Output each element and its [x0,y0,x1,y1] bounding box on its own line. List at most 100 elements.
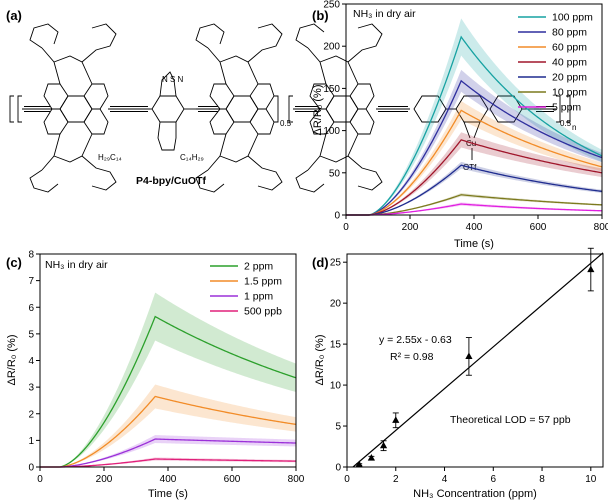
d-x-tick-label: 2 [393,474,399,485]
d-y-ticks: 0 5 10 15 20 25 [330,258,347,474]
c-x-tick-label: 200 [96,474,113,485]
d-data-points [355,247,595,468]
b-legend-label-1: 80 ppm [552,27,587,39]
c-y-tick-label: 1 [28,436,34,447]
subscript-0-5-second: 0.5 [560,119,572,128]
b-x-axis-title: Time (s) [454,238,494,250]
d-linear-fit [352,252,604,468]
molecule-name: P4-bpy/CuOTf [136,175,207,187]
c-y-axis-title: ΔR/R₀ (%) [6,334,18,385]
b-x-ticks: 0 200 400 600 800 [343,215,608,233]
c-y-tick-label: 5 [28,329,34,340]
c-series-line-0 [40,315,297,468]
c-annotation: NH₃ in dry air [45,259,108,271]
panel-a-molecule: (a) [6,8,576,193]
d-data-point-5 [587,265,595,273]
c-series-line-2 [40,438,297,468]
d-r-squared: R² = 0.98 [390,351,434,363]
subscript-0-5-first: 0.5 [280,119,292,128]
c-y-tick-label: 8 [28,250,34,261]
d-y-tick-label: 25 [330,258,342,269]
b-y-tick-label: 100 [323,126,340,137]
bracket-left-inner [17,95,22,123]
b-series-line-3 [346,139,603,216]
d-x-tick-label: 8 [539,474,545,485]
panel-label-a: (a) [6,8,22,23]
b-y-tick-label: 200 [323,42,340,53]
c-y-ticks: 0 1 2 3 4 5 6 7 8 [28,250,40,474]
b-annotation: NH₃ in dry air [353,8,416,20]
b-series-line-6 [346,203,603,216]
d-fit-line [352,252,604,468]
panel-c-chart: (c) 0 200 400 600 800 0 1 2 3 4 5 6 7 8 Time (s) ΔR/… [6,250,305,501]
b-legend-label-4: 20 ppm [552,72,587,84]
c-x-tick-label: 0 [37,474,43,485]
b-series-line-4 [346,164,603,216]
c-x-tick-label: 600 [224,474,241,485]
c-x-axis-title: Time (s) [148,488,188,500]
b-y-ticks: 0 50 100 150 200 250 [323,0,346,222]
c-x-tick-label: 800 [288,474,305,485]
d-data-point-3 [392,416,400,423]
d-x-ticks: 0 2 4 6 8 10 [344,467,597,485]
subscript-n: n [572,123,576,132]
c-legend: 2 ppm 1.5 ppm 1 ppm 500 ppb [210,261,282,318]
c-x-ticks: 0 200 400 600 800 [37,467,305,485]
d-plot-frame [346,253,604,468]
b-x-tick-label: 600 [530,222,547,233]
d-y-tick-label: 5 [335,422,341,433]
c-legend-label-2: 1 ppm [244,291,273,303]
d-y-tick-label: 10 [330,381,342,392]
b-series-line-0 [346,35,603,216]
b-legend-label-5: 10 ppm [552,87,587,99]
d-x-axis-title: NH₃ Concentration (ppm) [413,488,537,500]
d-lod-annotation: Theoretical LOD = 57 ppb [450,414,571,426]
b-legend-label-0: 100 ppm [552,12,593,24]
b-series-lines [346,35,603,216]
c-legend-label-1: 1.5 ppm [244,276,282,288]
c-y-tick-label: 6 [28,303,34,314]
b-legend: 100 ppm 80 ppm 60 ppm 40 ppm 20 ppm 10 ppm 5 p… [518,12,593,114]
b-y-tick-label: 150 [323,84,340,95]
bracket-right-inner [556,95,561,123]
c-x-tick-label: 400 [160,474,177,485]
b-x-tick-label: 400 [466,222,483,233]
b-legend-label-6: 5 ppm [552,102,581,114]
b-y-tick-label: 0 [334,211,340,222]
c-y-tick-label: 0 [28,463,34,474]
c-legend-label-0: 2 ppm [244,261,273,273]
alkyl-chain-left-label: H₂₉C₁₄ [98,153,122,162]
d-x-tick-label: 0 [344,474,350,485]
bracket-right-outer [566,95,571,123]
bracket-mid-close [274,95,279,123]
b-series-line-1 [346,79,603,216]
c-series-lines [40,315,297,468]
panel-b-chart: (b) 0 200 400 600 800 0 50 100 150 200 250 Time (… [312,0,608,250]
b-legend-label-3: 40 ppm [552,57,587,69]
panel-d-chart: (d) 0 2 4 6 8 10 0 5 10 15 20 25 NH₃ Concentration… [312,247,604,500]
d-x-tick-label: 4 [442,474,448,485]
b-x-tick-label: 800 [594,222,608,233]
c-y-tick-label: 2 [28,409,34,420]
bracket-mid-open [288,95,293,123]
b-series-line-2 [346,109,603,216]
b-y-tick-label: 250 [323,0,340,11]
d-data-point-1 [367,453,375,461]
d-fit-equation: y = 2.55x - 0.63 [379,334,452,346]
panel-label-b: (b) [312,8,329,23]
d-x-tick-label: 6 [491,474,497,485]
ring-atoms-label: N S N [162,75,184,84]
c-series-line-1 [40,395,297,468]
bracket-left-outer [9,95,14,123]
d-data-point-2 [379,441,388,449]
panel-label-c: (c) [6,255,22,270]
d-x-tick-label: 10 [585,474,597,485]
b-series-line-5 [346,194,603,216]
c-y-tick-label: 7 [28,276,34,287]
d-data-point-0 [355,460,363,468]
b-y-tick-label: 50 [329,168,341,179]
c-y-tick-label: 4 [28,356,34,367]
d-y-tick-label: 15 [330,340,342,351]
alkyl-chain-right-label: C₁₄H₂₉ [180,153,204,162]
c-y-tick-label: 3 [28,383,34,394]
